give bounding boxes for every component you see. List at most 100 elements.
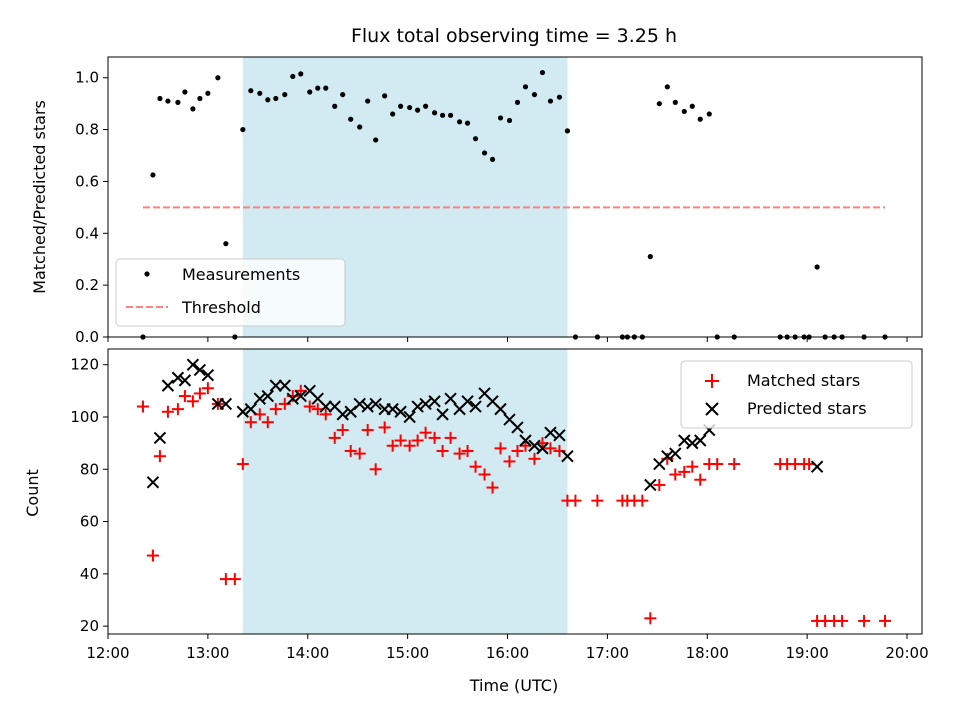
predicted-stars-point (146, 476, 160, 489)
matched-stars-point (236, 458, 249, 471)
measurement-point (323, 85, 329, 91)
predicted-stars-point (544, 426, 557, 439)
matched-stars-point (858, 614, 871, 627)
matched-stars-point (269, 403, 282, 416)
predicted-stars-point (186, 358, 200, 371)
predicted-stars-point (193, 363, 207, 377)
measurement-point (664, 84, 670, 90)
measurement-point (506, 117, 513, 124)
ytick-label: 120 (70, 356, 99, 374)
ytick-label: 1.0 (75, 69, 99, 87)
matched-stars-point (353, 447, 366, 460)
predicted-stars-point (644, 478, 657, 492)
legend-measurements-label: Measurements (182, 265, 300, 284)
matched-stars-point (411, 434, 424, 447)
measurement-point (431, 110, 438, 116)
measurement-point (423, 103, 429, 109)
measurement-point (814, 264, 820, 270)
matched-stars-point (328, 431, 341, 444)
measurement-point (647, 254, 653, 260)
measurement-point (315, 85, 321, 91)
top-legend: Measurements Threshold (115, 258, 346, 327)
matched-stars-point (636, 494, 649, 507)
measurement-point (298, 71, 304, 77)
predicted-stars-point (261, 389, 275, 403)
matched-stars-point (228, 573, 241, 586)
matched-stars-point (486, 481, 499, 494)
top-panel-frame (107, 56, 923, 338)
predicted-stars-point (536, 442, 549, 455)
measurement-point (282, 91, 288, 98)
measurement-point (464, 120, 471, 126)
matched-stars-point (644, 612, 657, 625)
measurement-point (248, 88, 254, 94)
predicted-stars-point (419, 397, 432, 411)
predicted-stars-point (461, 395, 474, 408)
measurement-point (348, 116, 354, 122)
matched-stars-point (153, 450, 166, 463)
measurement-point (547, 98, 554, 104)
matched-stars-point (591, 494, 604, 507)
predicted-stars-point (494, 402, 507, 416)
measurement-point (522, 84, 529, 90)
xtick-label: 13:00 (186, 644, 229, 662)
matched-stars-point (244, 416, 257, 429)
measurement-point (697, 116, 703, 122)
measurement-point (656, 101, 662, 107)
measurement-point (165, 98, 171, 104)
predicted-stars-point (201, 368, 215, 382)
measurement-point (447, 112, 454, 118)
matched-stars-point (711, 458, 724, 471)
measurement-point (514, 99, 521, 105)
matched-stars-point (528, 452, 541, 465)
measurement-point (273, 95, 279, 102)
measurement-point (382, 93, 388, 99)
predicted-stars-point (294, 389, 307, 403)
predicted-stars-point (810, 460, 824, 473)
measurement-point (681, 108, 687, 115)
predicted-stars-point (444, 392, 457, 405)
measurement-point (415, 107, 421, 113)
matched-stars-point (669, 468, 682, 481)
measurement-point (332, 103, 338, 109)
predicted-stars-point (403, 410, 416, 424)
matched-stars-point (394, 434, 407, 447)
measurement-point (205, 90, 211, 96)
top-panel-ylabel: Matched/Predicted stars (30, 100, 49, 294)
predicted-stars-point (436, 408, 449, 421)
predicted-stars-point (694, 434, 707, 447)
matched-stars-point (386, 439, 399, 452)
xtick-label: 17:00 (586, 644, 629, 662)
bottom-panel: 20 40 60 80 100 120 12:00 13:00 14:00 15:00 16:00 1… (23, 348, 929, 695)
matched-stars-point (453, 447, 466, 460)
matched-stars-point (146, 549, 159, 562)
bottom-panel-frame (107, 348, 923, 635)
legend-matched-label: Matched stars (747, 371, 860, 390)
matched-stars-point (544, 442, 557, 455)
ytick-label: 0.2 (75, 276, 99, 294)
measurement-point (706, 111, 712, 117)
measurement-point (373, 137, 379, 143)
ytick-label: 0.6 (75, 172, 99, 190)
bottom-legend: Matched stars Predicted stars (680, 360, 913, 429)
predicted-stars-point (161, 379, 175, 392)
legend-predicted-marker (705, 402, 719, 416)
measurement-point (340, 91, 346, 98)
predicted-stars-point (553, 429, 566, 442)
measurement-point (265, 97, 271, 103)
predicted-stars-point (286, 392, 299, 405)
matched-stars-point (461, 444, 474, 457)
measurement-point (290, 73, 296, 80)
matched-stars-point (378, 421, 391, 434)
measurement-point (407, 104, 413, 111)
matched-stars-point (369, 463, 382, 476)
predicted-stars-point (319, 400, 332, 413)
measurement-point (672, 99, 678, 105)
matched-stars-point (728, 458, 741, 471)
measurement-point (556, 94, 563, 100)
measurement-point (307, 89, 313, 95)
measurement-point (531, 91, 538, 98)
matched-stars-point (171, 403, 184, 416)
ytick-label: 0.0 (75, 328, 99, 346)
